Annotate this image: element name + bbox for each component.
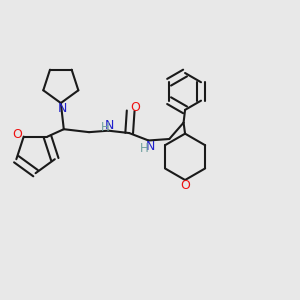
Text: H: H [140, 142, 149, 155]
Text: O: O [130, 101, 140, 114]
Text: N: N [145, 140, 155, 153]
Text: H: H [100, 121, 109, 134]
Text: O: O [12, 128, 22, 141]
Text: N: N [105, 119, 115, 132]
Text: O: O [180, 179, 190, 193]
Text: N: N [57, 102, 67, 115]
